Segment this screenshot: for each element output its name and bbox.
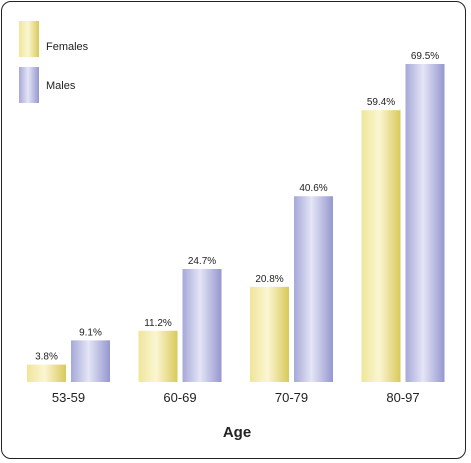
x-tick-labels: 53-59 60-69 70-79 80-97 [52,390,420,405]
bar-females-70-79 [250,286,289,382]
bar-males-80-97 [405,64,445,382]
value-label-females-53-59: 3.8% [35,352,58,363]
legend-label-females: Females [46,41,89,53]
legend-item-males: Males [19,67,76,103]
value-label-males-53-59: 9.1% [79,327,102,338]
bar-males-70-79 [294,196,333,382]
value-label-females-60-69: 11.2% [144,318,172,329]
legend-item-females: Females [19,21,89,57]
bars-group [27,64,445,382]
x-tick-label: 60-69 [163,390,196,405]
value-label-females-80-97: 59.4% [367,97,395,108]
bar-males-60-69 [182,268,222,382]
x-axis-title: Age [223,424,251,441]
bar-females-60-69 [138,330,178,382]
value-label-males-60-69: 24.7% [188,256,216,267]
legend-label-males: Males [46,80,76,92]
bar-females-80-97 [361,110,401,382]
value-labels-group: 3.8% 9.1% 11.2% 24.7% 20.8% 40.6% 59.4% 69.5% [35,51,439,363]
legend-swatch-males [19,67,39,103]
value-label-males-80-97: 69.5% [411,51,439,62]
legend-swatch-females [19,21,39,57]
value-label-males-70-79: 40.6% [299,183,327,194]
x-tick-label: 53-59 [52,390,85,405]
value-label-females-70-79: 20.8% [255,274,283,285]
x-tick-label: 70-79 [275,390,308,405]
bar-males-53-59 [71,340,110,382]
legend: Females Males [19,21,89,103]
x-tick-label: 80-97 [386,390,419,405]
bar-females-53-59 [27,364,66,382]
